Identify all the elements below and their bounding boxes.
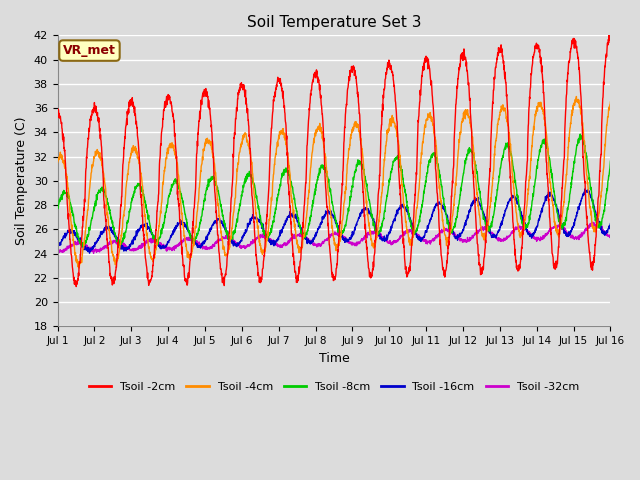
- Title: Soil Temperature Set 3: Soil Temperature Set 3: [247, 15, 421, 30]
- Legend: Tsoil -2cm, Tsoil -4cm, Tsoil -8cm, Tsoil -16cm, Tsoil -32cm: Tsoil -2cm, Tsoil -4cm, Tsoil -8cm, Tsoi…: [84, 378, 584, 396]
- Text: VR_met: VR_met: [63, 44, 116, 57]
- Y-axis label: Soil Temperature (C): Soil Temperature (C): [15, 117, 28, 245]
- X-axis label: Time: Time: [319, 352, 349, 365]
